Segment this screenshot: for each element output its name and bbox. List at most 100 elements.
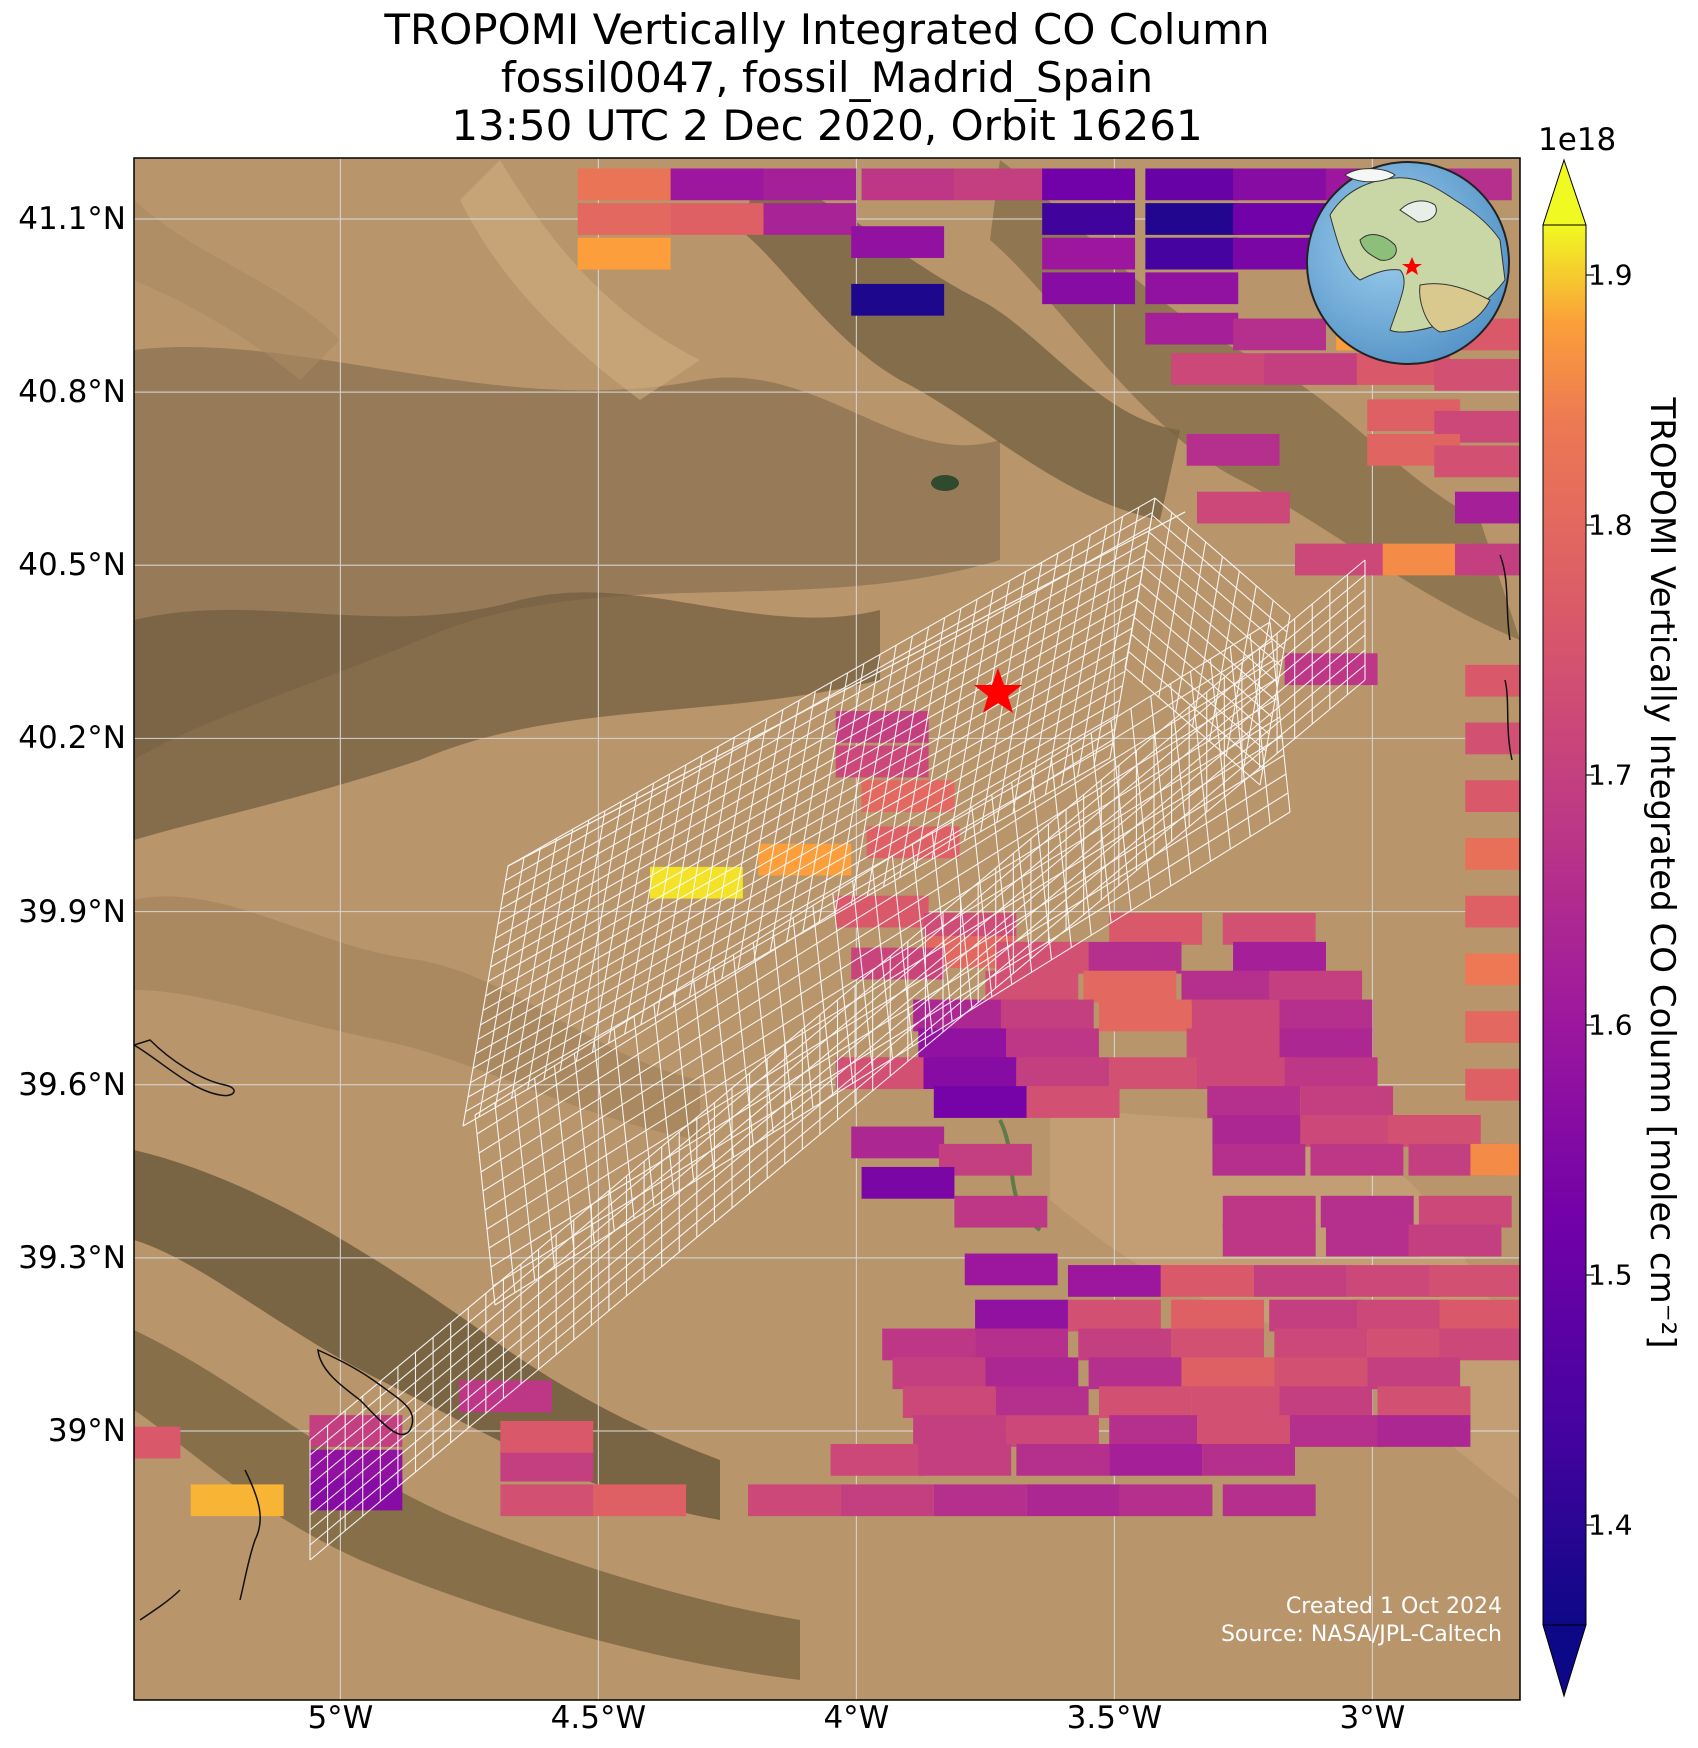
- co-cell: [1119, 1484, 1213, 1517]
- title-line-3: 13:50 UTC 2 Dec 2020, Orbit 16261: [451, 101, 1203, 150]
- co-cell: [1222, 1224, 1316, 1257]
- co-cell: [1289, 1415, 1383, 1447]
- co-cell: [1454, 491, 1520, 524]
- co-cell: [1310, 1143, 1404, 1176]
- co-cell: [1145, 168, 1239, 201]
- footprint-line: [494, 811, 1291, 1306]
- co-cell: [1269, 970, 1363, 1003]
- co-cell: [1196, 491, 1290, 524]
- co-cell: [1042, 237, 1136, 270]
- co-cell: [1367, 1357, 1461, 1390]
- inset-globe: [1306, 161, 1510, 365]
- co-cell: [1300, 1115, 1394, 1147]
- colorbar-label: TROPOMI Vertically Integrated CO Column …: [1642, 397, 1682, 1349]
- footprint-line: [488, 754, 1285, 1249]
- y-tick-label: 40.8°N: [18, 374, 126, 411]
- footprint-line: [1145, 548, 1282, 667]
- footprint-line: [492, 584, 1141, 954]
- boundary-lines: [134, 554, 1513, 1621]
- colorbar-extend-min: [1542, 1624, 1587, 1698]
- colorbar-tick-label: 1.8: [1588, 508, 1633, 542]
- co-cell: [1212, 1115, 1306, 1147]
- co-cell: [1181, 970, 1275, 1003]
- co-cell: [1145, 312, 1239, 345]
- co-cell: [840, 1484, 934, 1517]
- co-cell: [918, 1028, 1012, 1061]
- co-cell: [1160, 1265, 1254, 1297]
- co-cell: [861, 168, 955, 201]
- x-tick-label: 3°W: [1339, 1700, 1406, 1736]
- co-cell: [1233, 941, 1326, 974]
- footprint-line: [474, 621, 1271, 1116]
- footprint-line: [507, 497, 1156, 867]
- co-cell: [933, 1086, 1027, 1118]
- co-cell: [1408, 1224, 1502, 1257]
- footprint-line: [484, 716, 1281, 1211]
- co-cell: [1300, 1086, 1394, 1118]
- co-cell: [1253, 1265, 1347, 1297]
- co-cell: [1465, 780, 1520, 813]
- co-cell: [1212, 1143, 1306, 1176]
- co-cell: [1026, 1086, 1120, 1118]
- co-cell: [1016, 1057, 1110, 1090]
- co-cell: [830, 1443, 924, 1476]
- x-tick-label: 4.5°W: [550, 1700, 647, 1736]
- footprint-line: [505, 511, 1153, 881]
- colorbar-tick-label: 1.7: [1588, 758, 1633, 792]
- co-cell: [1377, 1386, 1471, 1419]
- co-cell: [861, 1166, 955, 1199]
- co-cell: [851, 226, 945, 258]
- co-cell: [918, 1443, 1012, 1476]
- footprint-line: [470, 714, 1118, 1084]
- colorbar-tick-label: 1.6: [1588, 1008, 1633, 1042]
- footprint-line: [309, 664, 1366, 1546]
- co-cell: [851, 1126, 945, 1159]
- y-tick-label: 39°N: [47, 1413, 126, 1449]
- co-cell: [1109, 913, 1203, 945]
- footprint-line: [309, 559, 1366, 1441]
- credit-created: Created 1 Oct 2024: [1285, 1594, 1502, 1619]
- co-cell: [1264, 353, 1357, 385]
- co-cell: [1042, 168, 1136, 201]
- footprint-line: [472, 699, 1121, 1069]
- co-cell: [1207, 1086, 1301, 1118]
- footprint-line: [486, 735, 1283, 1230]
- footprint-line: [1139, 582, 1276, 701]
- co-cell: [1171, 353, 1265, 385]
- footprint-line: [1154, 497, 1291, 616]
- co-cell: [1181, 1357, 1275, 1390]
- target-marker-star: [974, 668, 1022, 713]
- co-cell: [995, 1386, 1089, 1419]
- footprint-line: [1124, 667, 1261, 786]
- y-tick-label: 41.1°N: [18, 201, 126, 237]
- colorbar-tick-label: 1.4: [1588, 1508, 1633, 1542]
- credit-source: Source: NASA/JPL-Caltech: [1220, 1622, 1502, 1647]
- footprint-line: [477, 670, 1126, 1040]
- colorbar-tick-label: 1.9: [1588, 258, 1633, 292]
- footprint-line: [309, 604, 1366, 1486]
- co-cell: [1279, 1386, 1373, 1419]
- colorbar-tick-label: 1.5: [1588, 1258, 1633, 1292]
- co-cell: [1439, 1328, 1520, 1361]
- footprint-line: [1133, 616, 1270, 735]
- footprint-line: [480, 678, 1277, 1173]
- y-tick-label: 39.9°N: [18, 893, 126, 930]
- y-tick-label: 40.5°N: [18, 547, 126, 584]
- footprint-line: [475, 685, 1123, 1055]
- footprint-line: [490, 598, 1138, 968]
- footprint-line: [1130, 633, 1267, 752]
- colorbar-exponent: 1e18: [1538, 122, 1617, 158]
- footprint-line: [497, 555, 1146, 925]
- footprint-line: [1136, 599, 1273, 718]
- co-cell: [1418, 1195, 1512, 1228]
- footprint-line: [495, 569, 1143, 939]
- co-cell: [500, 1449, 594, 1482]
- co-cell: [1279, 1028, 1373, 1061]
- co-cell: [882, 1328, 976, 1361]
- footprint-line: [467, 728, 1116, 1098]
- co-cell: [1233, 203, 1326, 235]
- co-cell: [1465, 1011, 1520, 1043]
- title-line-2: fossil0047, fossil_Madrid_Spain: [500, 53, 1154, 102]
- co-cell: [1269, 1299, 1363, 1332]
- co-cell: [1233, 168, 1326, 201]
